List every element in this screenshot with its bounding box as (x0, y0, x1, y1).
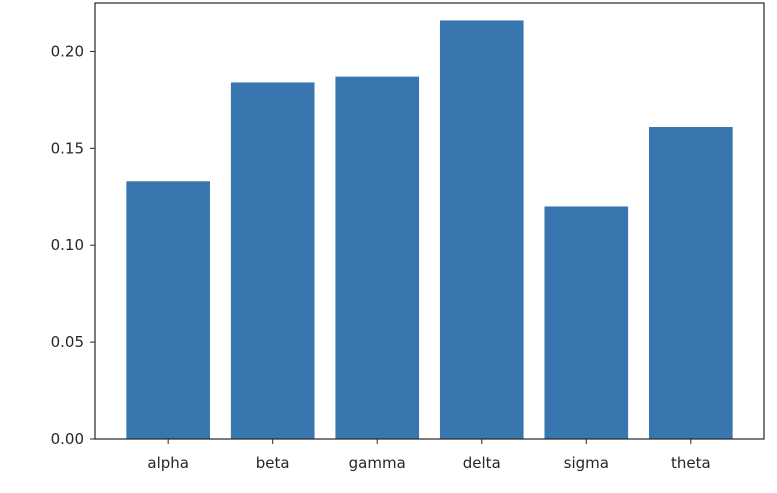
plot-frame (94, 2, 765, 440)
x-tick-label: beta (256, 454, 290, 472)
x-tick-label: sigma (564, 454, 609, 472)
bar-sigma (544, 206, 629, 439)
y-axis: 0.00 0.05 0.10 0.15 0.20 (51, 42, 95, 448)
y-tick-label: 0.00 (51, 430, 84, 448)
x-tick-label: gamma (349, 454, 406, 472)
y-tick-label: 0.10 (51, 236, 84, 254)
x-tick-label: theta (671, 454, 711, 472)
bar-alpha (126, 181, 210, 439)
y-tick-label: 0.05 (51, 333, 84, 351)
bars-layer (126, 20, 733, 440)
y-tick-label: 0.20 (51, 42, 84, 60)
y-tick-label: 0.15 (51, 139, 84, 157)
x-tick-label: alpha (147, 454, 189, 472)
bar-delta (439, 20, 524, 439)
bar-beta (230, 82, 315, 440)
x-tick-label: delta (463, 454, 501, 472)
bar-theta (649, 127, 733, 440)
x-axis: alpha beta gamma delta sigma theta (147, 439, 711, 472)
bar-gamma (335, 76, 420, 439)
